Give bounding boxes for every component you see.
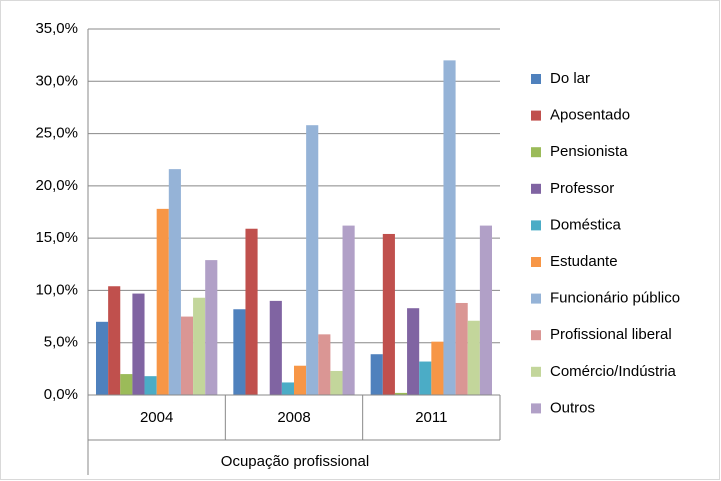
x-tick-label: 2004 [140, 409, 173, 426]
legend-swatch [531, 293, 541, 304]
legend-swatch [531, 183, 541, 194]
legend-label: Aposentado [550, 107, 630, 124]
bar [431, 341, 444, 395]
bar [330, 370, 343, 395]
bar [382, 233, 395, 395]
bar [342, 225, 355, 395]
bar [294, 365, 307, 395]
legend-label: Do lar [550, 70, 590, 87]
y-tick-label: 15,0% [35, 229, 78, 246]
legend-swatch [531, 220, 541, 231]
bar [156, 208, 169, 395]
y-tick-label: 35,0% [35, 20, 78, 37]
legend-label: Doméstica [550, 216, 622, 233]
bar [318, 334, 331, 395]
bar [245, 228, 258, 395]
bar [180, 316, 194, 395]
x-axis-label: Ocupação profissional [221, 453, 369, 470]
bar [269, 300, 282, 395]
legend-swatch [531, 330, 541, 341]
y-tick-label: 30,0% [35, 72, 78, 89]
bar [467, 320, 480, 395]
x-tick-label: 2011 [415, 409, 447, 426]
x-tick-label: 2008 [277, 409, 310, 426]
bar [443, 60, 456, 395]
y-tick-label: 25,0% [35, 125, 78, 142]
bar [233, 309, 246, 395]
bar [370, 354, 383, 395]
bar [419, 361, 432, 395]
legend-swatch [531, 74, 541, 84]
bar [168, 169, 181, 395]
legend-swatch [531, 257, 541, 267]
legend-swatch [531, 366, 541, 377]
bar [407, 308, 420, 395]
y-tick-label: 0,0% [44, 386, 78, 403]
bar [281, 382, 294, 395]
bar [132, 293, 145, 395]
legend-label: Estudante [550, 253, 618, 270]
bar [205, 260, 218, 395]
bar [193, 297, 206, 395]
legend-label: Professor [550, 180, 614, 197]
legend-label: Pensionista [550, 143, 628, 160]
y-tick-label: 5,0% [44, 334, 78, 351]
bar [120, 374, 133, 395]
bar [455, 302, 468, 395]
bar [108, 286, 121, 395]
bar [306, 125, 319, 395]
legend-label: Funcionário público [550, 290, 680, 307]
bar [96, 321, 109, 395]
y-tick-label: 10,0% [35, 281, 78, 298]
bar [479, 225, 492, 395]
bar [144, 376, 157, 395]
bar [394, 392, 408, 395]
legend-swatch [531, 147, 541, 158]
legend-label: Profissional liberal [550, 326, 672, 343]
legend-swatch [531, 403, 541, 414]
legend-label: Outros [550, 399, 595, 416]
legend-swatch [531, 110, 541, 121]
y-tick-label: 20,0% [35, 177, 78, 194]
legend-label: Comércio/Indústria [550, 363, 677, 380]
